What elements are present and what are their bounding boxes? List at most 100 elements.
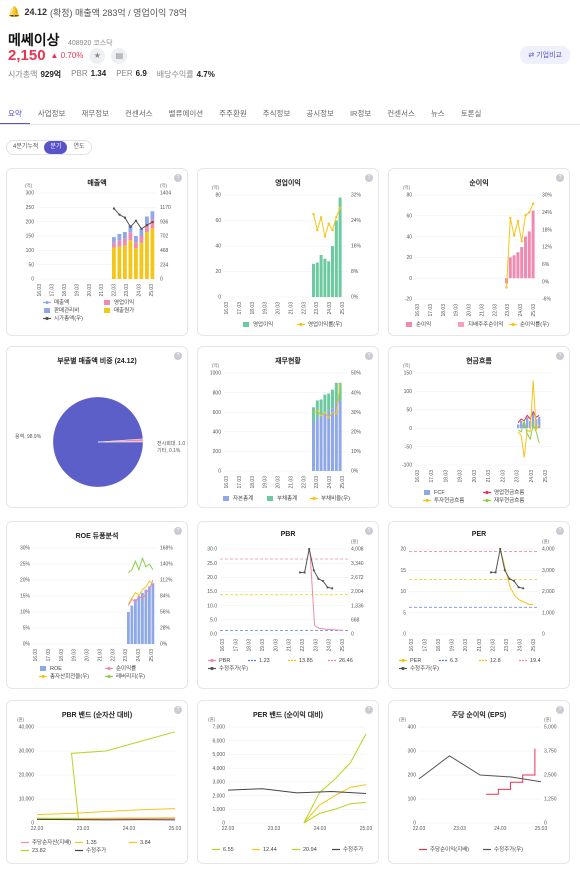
legend-swatch bbox=[424, 490, 430, 495]
tab-discussion[interactable]: 토론실 bbox=[460, 109, 482, 118]
x-tick: 24.03 bbox=[137, 284, 143, 297]
x-tick: 22.03 bbox=[222, 826, 235, 832]
x-tick: 16.03 bbox=[409, 639, 415, 652]
legend-label: 23.82 bbox=[32, 848, 46, 854]
adjusted-price-point bbox=[489, 571, 493, 574]
legend-swatch bbox=[40, 666, 46, 671]
y-tick-right: 4,008 bbox=[351, 547, 364, 553]
help-icon[interactable]: ? bbox=[365, 174, 373, 182]
y-tick-right: 2,004 bbox=[351, 589, 364, 595]
help-icon[interactable]: ? bbox=[556, 527, 564, 535]
x-tick: 21.03 bbox=[288, 476, 294, 489]
tab-business[interactable]: 사업정보 bbox=[37, 109, 66, 118]
legend-swatch bbox=[243, 322, 249, 327]
y-tick-right: 2,500 bbox=[544, 773, 557, 779]
revenue-bar-segment bbox=[117, 246, 122, 279]
period-option-quarter[interactable]: 분기 bbox=[44, 141, 68, 154]
net-income-bar bbox=[512, 255, 516, 279]
pie-label: 용역, 98.9% bbox=[15, 433, 42, 440]
y-tick-left: 200 bbox=[408, 773, 417, 779]
tab-shareholder-return[interactable]: 주주환원 bbox=[219, 109, 247, 118]
y-tick-left: 0 bbox=[218, 295, 221, 301]
compare-companies-button[interactable]: ⇄ 기업비교 bbox=[520, 46, 570, 64]
x-tick: 17.03 bbox=[423, 639, 429, 652]
y-tick-left: 10.0 bbox=[207, 603, 217, 609]
x-tick: 20.03 bbox=[273, 639, 279, 652]
tab-valuation[interactable]: 밸류에이션 bbox=[168, 109, 204, 118]
net-margin-point bbox=[512, 234, 516, 237]
y-tick-left: 250 bbox=[26, 205, 35, 211]
period-option-annual[interactable]: 연도 bbox=[73, 144, 85, 150]
operating-margin-point bbox=[319, 216, 323, 219]
chart-canvas: 400 300 200 100 0 (원) 5,000 3,750 2,500 1,250 0 (원)… bbox=[399, 716, 557, 853]
y-tick-right: 2,672 bbox=[351, 575, 364, 581]
help-icon[interactable]: ? bbox=[556, 706, 564, 714]
tab-consensus[interactable]: 컨센서스 bbox=[387, 109, 415, 118]
market-cap-point bbox=[145, 223, 149, 227]
operating-profit-bar bbox=[327, 261, 331, 297]
adjusted-price-point bbox=[298, 571, 302, 574]
y-tick-left: 40 bbox=[215, 244, 221, 250]
x-tick: 19.03 bbox=[260, 639, 266, 652]
legend-label: 지배주주순이익 bbox=[468, 320, 503, 328]
period-option-cumulative[interactable]: 4분기누적 bbox=[13, 144, 39, 150]
metric-per: PER 6.9 bbox=[116, 69, 147, 78]
y-tick-right: 1,336 bbox=[351, 603, 364, 609]
tab-ir-info[interactable]: IR정보 bbox=[349, 109, 372, 118]
operating-profit-bar bbox=[338, 197, 342, 297]
x-tick: 17.03 bbox=[237, 302, 243, 315]
help-icon[interactable]: ? bbox=[556, 174, 564, 182]
x-tick: 16.03 bbox=[224, 476, 230, 489]
help-icon[interactable]: ? bbox=[174, 352, 182, 360]
tab-summary[interactable]: 요약 bbox=[0, 108, 30, 124]
x-tick: 19.03 bbox=[263, 302, 269, 315]
x-tick: 17.03 bbox=[49, 284, 55, 297]
help-icon[interactable]: ? bbox=[365, 352, 373, 360]
star-icon[interactable]: ★ bbox=[89, 47, 106, 64]
y-tick-left: 25.0 bbox=[207, 561, 217, 567]
debt-ratio-line bbox=[313, 382, 341, 420]
y-tick-left: 150 bbox=[26, 234, 35, 240]
x-tick: 24.03 bbox=[529, 470, 535, 483]
y-tick-right: 0 bbox=[351, 632, 354, 638]
y-tick-left: 80 bbox=[215, 193, 221, 199]
y-tick-right: 18% bbox=[542, 227, 553, 233]
help-icon[interactable]: ? bbox=[174, 706, 182, 714]
adjusted-price-point bbox=[512, 579, 516, 582]
legend-label: 3.84 bbox=[140, 840, 151, 846]
legend-label: ROE bbox=[50, 666, 62, 672]
legend-dot bbox=[401, 666, 405, 671]
revenue-bar-segment bbox=[150, 228, 155, 279]
y-tick-right: 234 bbox=[160, 262, 169, 268]
y-unit-left: (원) bbox=[208, 716, 216, 722]
tab-stock-info[interactable]: 주식정보 bbox=[262, 109, 291, 118]
tab-fundamentals[interactable]: 컨센서스 bbox=[125, 109, 153, 118]
help-icon[interactable]: ? bbox=[174, 527, 182, 535]
legend-label: 부채총계 bbox=[277, 494, 297, 502]
revenue-bar-segment bbox=[123, 238, 127, 246]
x-tick: 19.03 bbox=[263, 476, 269, 489]
help-icon[interactable]: ? bbox=[365, 527, 373, 535]
help-icon[interactable]: ? bbox=[365, 706, 373, 714]
stock-price: 2,150 bbox=[8, 47, 46, 64]
tab-disclosure[interactable]: 공시정보 bbox=[306, 109, 334, 118]
document-icon[interactable]: ▤ bbox=[111, 47, 128, 64]
roe-bar bbox=[141, 592, 144, 644]
help-icon[interactable]: ? bbox=[556, 352, 564, 360]
tab-news[interactable]: 뉴스 bbox=[430, 109, 445, 118]
adjusted-price-point bbox=[503, 569, 506, 572]
y-tick-right: 0 bbox=[160, 277, 163, 283]
x-tick: 23.03 bbox=[314, 302, 320, 315]
bell-icon: 🔔 bbox=[8, 6, 21, 18]
operating-margin-point bbox=[316, 228, 319, 232]
y-tick-left: 300 bbox=[408, 749, 417, 755]
y-tick-left: 40,000 bbox=[19, 725, 35, 731]
earnings-banner[interactable]: 🔔 24.12 (확정) 매출액 283억 / 영업이익 78억 bbox=[0, 0, 580, 24]
help-icon[interactable]: ? bbox=[174, 174, 182, 182]
legend-dot bbox=[485, 490, 489, 495]
tab-financials[interactable]: 재무정보 bbox=[81, 109, 110, 118]
y-tick-left: -50 bbox=[405, 444, 412, 450]
x-tick: 21.03 bbox=[287, 639, 293, 652]
x-tick: 17.03 bbox=[233, 639, 239, 652]
y-tick-left: 5 bbox=[403, 610, 406, 616]
